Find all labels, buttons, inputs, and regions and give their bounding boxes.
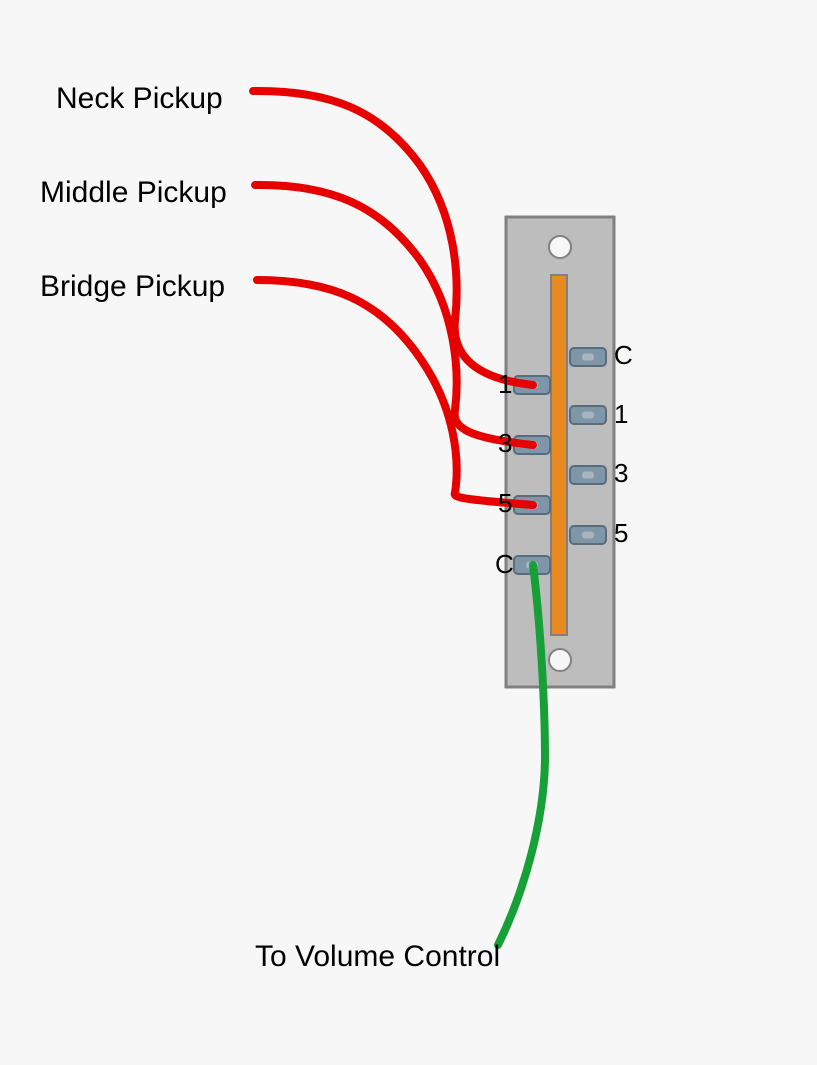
lug-label-l-c: C bbox=[495, 549, 514, 579]
lug-hole-l-c bbox=[526, 562, 538, 569]
lug-l-1 bbox=[514, 376, 550, 394]
lug-label-r-c: C bbox=[614, 340, 633, 370]
lug-labels-group: C 1 1 3 3 5 5 C bbox=[495, 340, 633, 579]
lug-label-r-3: 3 bbox=[614, 458, 628, 488]
lug-l-3 bbox=[514, 436, 550, 454]
screw-top bbox=[549, 236, 571, 258]
lugs-group bbox=[514, 348, 606, 574]
red-wire bbox=[253, 91, 533, 385]
lug-label-l-1: 1 bbox=[498, 369, 512, 399]
lug-r-5 bbox=[570, 526, 606, 544]
switch-slot bbox=[551, 275, 567, 635]
lug-hole-r-3 bbox=[582, 472, 594, 479]
lug-r-c bbox=[570, 348, 606, 366]
lug-l-5 bbox=[514, 496, 550, 514]
lug-label-l-5: 5 bbox=[498, 488, 512, 518]
lug-hole-l-5 bbox=[526, 502, 538, 509]
switch-plate bbox=[506, 217, 614, 687]
bridge-pickup-label: Bridge Pickup bbox=[40, 270, 225, 304]
lug-hole-r-c bbox=[582, 354, 594, 361]
screw-bottom bbox=[549, 649, 571, 671]
neck-pickup-label: Neck Pickup bbox=[56, 82, 223, 116]
wires-group bbox=[253, 91, 545, 945]
lug-hole-l-1 bbox=[526, 382, 538, 389]
middle-pickup-label: Middle Pickup bbox=[40, 176, 227, 210]
lug-hole-r-5 bbox=[582, 532, 594, 539]
lug-hole-l-3 bbox=[526, 442, 538, 449]
green-wire bbox=[498, 565, 545, 945]
lug-label-r-1: 1 bbox=[614, 399, 628, 429]
lug-label-r-5: 5 bbox=[614, 518, 628, 548]
lug-hole-r-1 bbox=[582, 412, 594, 419]
volume-control-label: To Volume Control bbox=[255, 940, 500, 974]
lug-r-3 bbox=[570, 466, 606, 484]
lug-r-1 bbox=[570, 406, 606, 424]
lug-l-c bbox=[514, 556, 550, 574]
red-wire bbox=[257, 280, 533, 505]
red-wire bbox=[255, 185, 533, 445]
lug-label-l-3: 3 bbox=[498, 428, 512, 458]
wiring-diagram: C 1 1 3 3 5 5 C bbox=[0, 0, 817, 1065]
